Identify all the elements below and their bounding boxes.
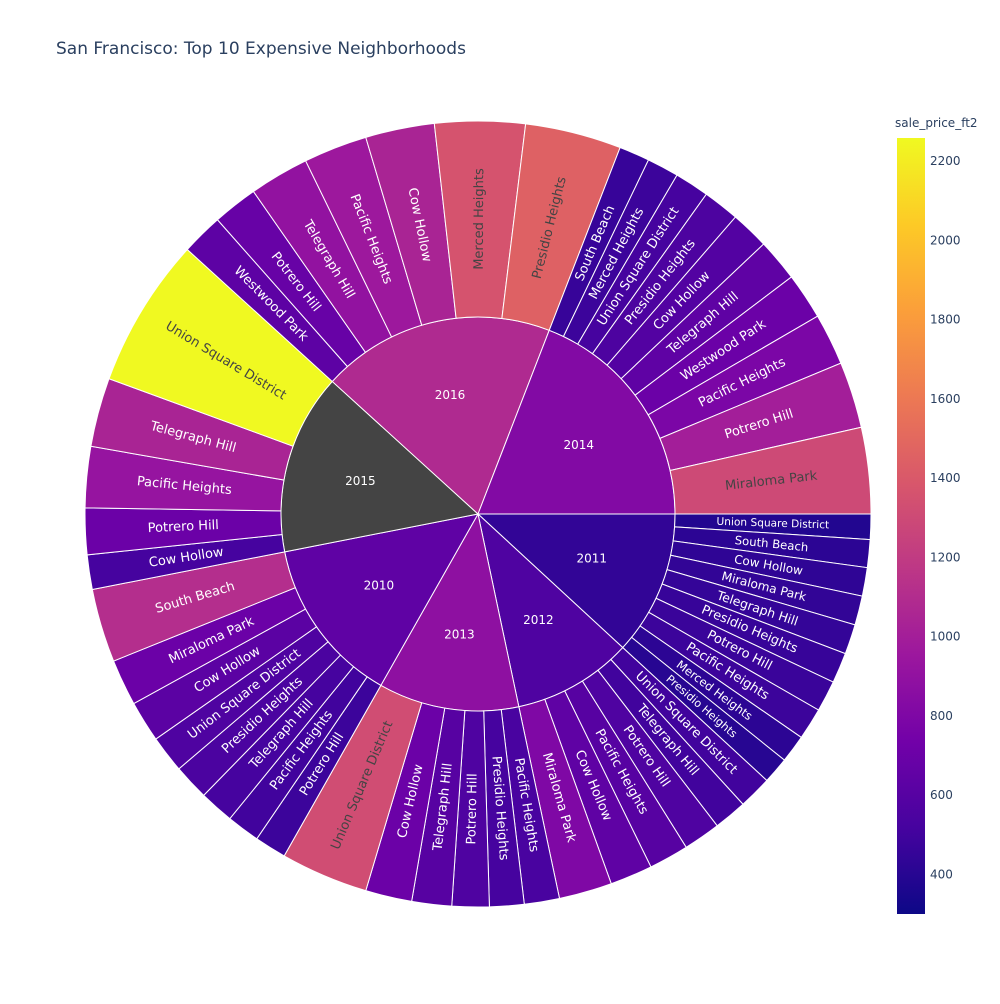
colorbar: sale_price_ft2 400 600 800 1000 1200 1400 1600…: [895, 116, 978, 914]
colorbar-tick-2200: 2200: [930, 154, 961, 168]
sector-label-2011-union-square-district: Union Square District: [716, 516, 829, 532]
year-label-2013: 2013: [444, 628, 475, 642]
colorbar-tick-1200: 1200: [930, 550, 961, 564]
colorbar-tick-800: 800: [930, 709, 953, 723]
colorbar-tick-1000: 1000: [930, 630, 961, 644]
sector-label-2015-potrero-hill: Potrero Hill: [147, 518, 219, 536]
colorbar-gradient: [897, 138, 925, 914]
colorbar-tick-400: 400: [930, 867, 953, 881]
colorbar-tick-1800: 1800: [930, 313, 961, 327]
colorbar-tick-1600: 1600: [930, 392, 961, 406]
year-label-2011: 2011: [576, 551, 607, 565]
chart-title: San Francisco: Top 10 Expensive Neighbor…: [56, 39, 466, 59]
sector-2014-miraloma-park[interactable]: [669, 426, 872, 515]
colorbar-tick-600: 600: [930, 788, 953, 802]
year-label-2016: 2016: [435, 388, 466, 402]
colorbar-tick-2000: 2000: [930, 233, 961, 247]
year-label-2015: 2015: [345, 474, 376, 488]
colorbar-title: sale_price_ft2: [895, 116, 978, 130]
year-label-2014: 2014: [564, 438, 595, 452]
year-label-2012: 2012: [523, 613, 554, 627]
sector-label-2016-merced-heights: Merced Heights: [472, 168, 488, 270]
sector-label-2013-potrero-hill: Potrero Hill: [464, 773, 480, 845]
colorbar-tick-1400: 1400: [930, 471, 961, 485]
year-label-2010: 2010: [364, 578, 395, 592]
